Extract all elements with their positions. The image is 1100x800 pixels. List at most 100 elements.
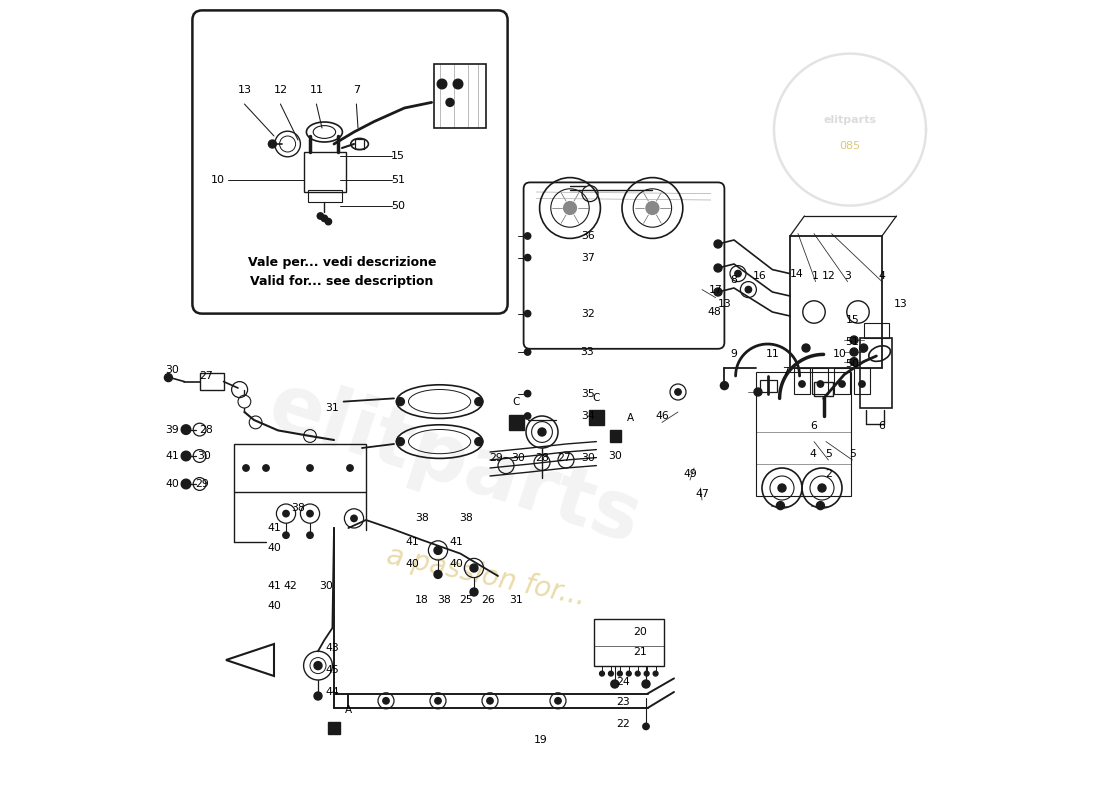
Text: 14: 14 [790,269,803,278]
Text: 6: 6 [879,421,886,430]
Text: 13: 13 [238,85,252,94]
Text: 30: 30 [582,453,595,462]
Circle shape [626,671,631,676]
Text: 4: 4 [808,450,816,459]
Text: 41: 41 [165,451,179,461]
Bar [813,368,828,394]
Circle shape [268,140,276,148]
Text: a passion for...: a passion for... [384,542,588,610]
Text: 50: 50 [390,201,405,210]
Circle shape [778,484,786,492]
Circle shape [434,546,442,554]
Circle shape [538,428,546,436]
Text: Vale per... vedi descrizione: Vale per... vedi descrizione [248,256,437,269]
Circle shape [642,723,649,730]
Circle shape [816,502,824,510]
Circle shape [645,671,649,676]
Text: 48: 48 [707,307,721,317]
Text: 40: 40 [406,559,419,569]
Circle shape [777,502,784,510]
Circle shape [554,698,561,704]
Circle shape [745,286,751,293]
Bar [860,338,892,408]
Text: 23: 23 [616,698,629,707]
Text: 44: 44 [326,687,339,697]
Text: 7: 7 [782,367,790,377]
Circle shape [164,374,173,382]
Text: 49: 49 [683,469,697,478]
Text: 51: 51 [846,338,859,347]
Circle shape [383,698,389,704]
Circle shape [754,388,762,396]
Circle shape [283,532,289,538]
Text: 47: 47 [695,489,708,498]
Bar [329,722,340,734]
Text: 41: 41 [450,538,463,547]
FancyBboxPatch shape [524,182,725,349]
Text: 15: 15 [846,315,859,325]
Text: A: A [344,706,352,715]
Circle shape [850,358,858,366]
Text: 40: 40 [450,559,463,569]
Text: 32: 32 [582,309,595,318]
Text: 25: 25 [459,595,473,605]
Text: 085: 085 [839,141,860,150]
Circle shape [525,390,531,397]
Circle shape [317,213,323,219]
Circle shape [475,438,483,446]
Circle shape [351,515,358,522]
Circle shape [674,389,681,395]
Text: 45: 45 [326,665,339,674]
Circle shape [283,510,289,517]
Circle shape [735,270,741,277]
Circle shape [839,381,845,387]
Circle shape [818,484,826,492]
Bar [854,368,870,394]
Text: 34: 34 [582,411,595,421]
Circle shape [396,438,405,446]
Text: 41: 41 [406,538,419,547]
Circle shape [182,425,190,434]
Text: 29: 29 [195,479,209,489]
Text: 22: 22 [616,719,629,729]
Circle shape [525,233,531,239]
Text: 18: 18 [415,595,429,605]
Text: 13: 13 [717,299,732,309]
Circle shape [859,381,866,387]
Text: 41: 41 [267,581,280,590]
Text: 42: 42 [283,581,297,590]
Text: 38: 38 [292,503,305,513]
Text: 31: 31 [509,595,524,605]
Text: 16: 16 [752,271,767,281]
Text: 39: 39 [165,425,179,434]
Circle shape [850,336,858,344]
Text: 19: 19 [534,735,548,745]
Circle shape [326,218,331,225]
Circle shape [802,344,810,352]
Bar [199,373,223,390]
Text: 41: 41 [267,523,280,533]
Bar [434,64,486,128]
Text: elitparts: elitparts [824,115,877,125]
Text: 11: 11 [766,349,779,358]
Text: 46: 46 [656,411,669,421]
Circle shape [470,564,478,572]
Text: 5: 5 [849,450,856,459]
Text: 7: 7 [353,85,360,94]
Text: 5: 5 [825,450,832,459]
Text: 21: 21 [634,647,647,657]
Text: 40: 40 [165,479,179,489]
Circle shape [314,662,322,670]
Circle shape [446,98,454,106]
Text: 38: 38 [438,595,451,605]
Bar [355,139,364,149]
Circle shape [714,288,722,296]
Text: 2: 2 [825,469,832,478]
Bar [610,430,621,442]
Bar [308,190,342,202]
Text: 9: 9 [730,349,737,358]
Circle shape [720,382,728,390]
Text: 30: 30 [608,451,623,461]
Bar [234,444,366,492]
Text: A: A [626,414,634,423]
